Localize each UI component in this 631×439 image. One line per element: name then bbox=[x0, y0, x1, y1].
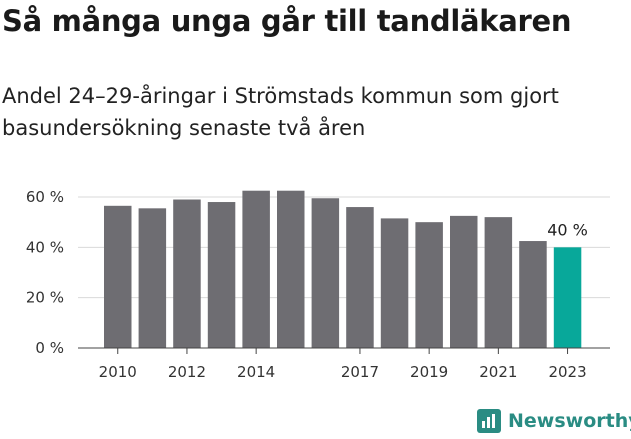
newsworthy-chart-icon bbox=[477, 409, 501, 433]
x-tick-label: 2019 bbox=[410, 363, 448, 381]
bar-2023 bbox=[553, 247, 582, 348]
bar-chart: 0 % 20 % 40 % 60 % 2010 2012 2014 2017 2019 2021… bbox=[26, 188, 610, 381]
bar-2014 bbox=[242, 190, 270, 348]
data-label-2023: 40 % bbox=[547, 220, 588, 239]
y-tick-label: 60 % bbox=[26, 188, 64, 206]
x-tick-label: 2010 bbox=[99, 363, 137, 381]
bar-2012 bbox=[173, 199, 201, 348]
brand-name: Newsworthy bbox=[508, 410, 631, 432]
x-tick-label: 2014 bbox=[237, 363, 275, 381]
y-tick-label: 0 % bbox=[35, 339, 64, 357]
x-tick-label: 2012 bbox=[168, 363, 206, 381]
x-tick-label: 2023 bbox=[548, 363, 586, 381]
x-tick-label: 2017 bbox=[341, 363, 379, 381]
bar-2016 bbox=[311, 198, 340, 348]
y-tick-label: 20 % bbox=[26, 289, 64, 307]
x-axis-ticks: 2010 2012 2014 2017 2019 2021 2023 bbox=[99, 348, 587, 381]
y-tick-label: 40 % bbox=[26, 238, 64, 256]
newsworthy-logo: Newsworthy bbox=[476, 408, 631, 434]
x-tick-label: 2021 bbox=[479, 363, 517, 381]
bar-2010 bbox=[104, 205, 132, 348]
bar-2020 bbox=[450, 215, 478, 348]
chart-subtitle: Andel 24–29-åringar i Strömstads kommun … bbox=[2, 84, 559, 140]
bar-2017 bbox=[346, 207, 374, 348]
bar-2011 bbox=[138, 208, 167, 348]
bar-2015 bbox=[277, 190, 305, 348]
bar-2021 bbox=[484, 217, 513, 348]
bar-2018 bbox=[380, 218, 409, 348]
bar-2022 bbox=[519, 241, 547, 348]
bar-2019 bbox=[415, 222, 443, 348]
y-axis-ticks: 0 % 20 % 40 % 60 % bbox=[26, 188, 64, 357]
bars bbox=[104, 190, 582, 348]
chart-title: Så många unga går till tandläkaren bbox=[2, 4, 572, 38]
bar-2013 bbox=[207, 202, 236, 348]
